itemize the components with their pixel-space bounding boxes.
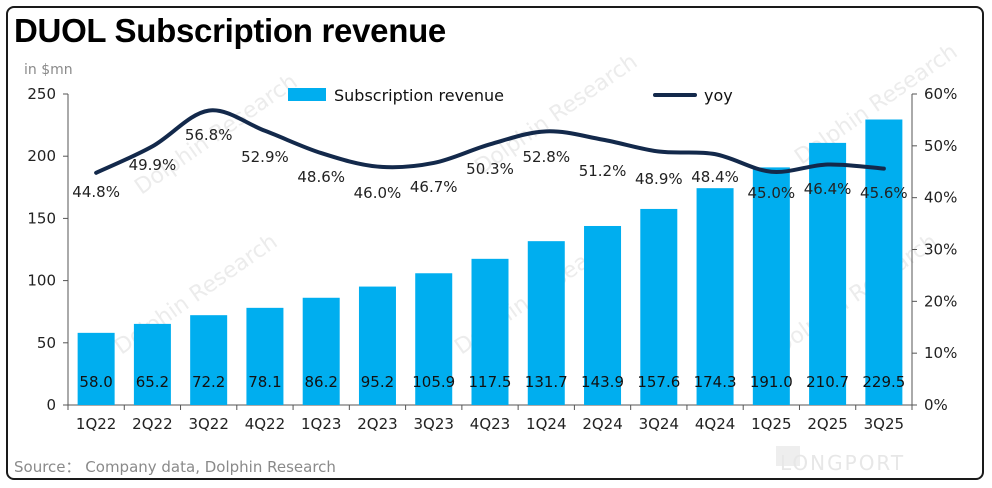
bar-value-label: 174.3 [694, 373, 737, 391]
chart-title: DUOL Subscription revenue [14, 12, 446, 49]
yoy-value-label: 46.7% [410, 178, 458, 196]
x-tick-label: 3Q23 [414, 415, 454, 433]
yoy-value-label: 46.4% [804, 180, 852, 198]
y-tick-label: 150 [27, 209, 56, 227]
bar-value-label: 78.1 [248, 373, 281, 391]
bar-value-label: 143.9 [581, 373, 624, 391]
x-tick-label: 3Q25 [864, 415, 904, 433]
x-tick-label: 2Q24 [582, 415, 622, 433]
x-tick-label: 1Q23 [301, 415, 341, 433]
bar-value-label: 191.0 [750, 373, 793, 391]
y-tick-label: 0 [46, 396, 56, 414]
bar-value-label: 72.2 [192, 373, 225, 391]
bar [696, 188, 734, 405]
bar-value-label: 65.2 [136, 373, 169, 391]
bar [358, 286, 396, 405]
x-tick-label: 2Q22 [132, 415, 172, 433]
x-tick-label: 2Q25 [807, 415, 847, 433]
bar [527, 241, 565, 405]
y2-tick-label: 30% [924, 241, 957, 259]
bar [752, 167, 790, 405]
bar-value-label: 131.7 [525, 373, 568, 391]
watermark-text: Dolphin Research [770, 229, 942, 360]
bar-value-label: 95.2 [361, 373, 394, 391]
bar [809, 142, 847, 405]
x-tick-label: 2Q23 [357, 415, 397, 433]
legend-bar-label: Subscription revenue [334, 86, 504, 105]
y-tick-label: 50 [37, 334, 56, 352]
y-tick-label: 200 [27, 147, 56, 165]
x-tick-label: 4Q22 [245, 415, 285, 433]
x-tick-label: 3Q24 [639, 415, 679, 433]
yoy-value-label: 46.0% [354, 184, 402, 202]
y-tick-label: 250 [27, 85, 56, 103]
yoy-value-label: 51.2% [579, 162, 627, 180]
bar [190, 315, 228, 405]
y2-tick-label: 60% [924, 85, 957, 103]
bar-value-label: 210.7 [806, 373, 849, 391]
bar [415, 273, 453, 405]
brand-wordmark: LONGPORT [780, 451, 906, 475]
y2-tick-label: 20% [924, 292, 957, 310]
bar-value-label: 86.2 [304, 373, 337, 391]
yoy-value-label: 45.6% [860, 184, 908, 202]
x-tick-label: 4Q24 [695, 415, 735, 433]
x-tick-label: 1Q24 [526, 415, 566, 433]
x-tick-label: 1Q22 [76, 415, 116, 433]
y2-tick-label: 10% [924, 344, 957, 362]
bar-value-label: 229.5 [862, 373, 905, 391]
legend-line-label: yoy [704, 86, 733, 105]
yoy-value-label: 52.8% [522, 148, 570, 166]
bar-value-label: 58.0 [79, 373, 112, 391]
y2-tick-label: 0% [924, 396, 948, 414]
bar [246, 307, 284, 405]
bar [77, 332, 115, 405]
yoy-value-label: 52.9% [241, 148, 289, 166]
bar [640, 208, 678, 405]
yoy-value-label: 45.0% [748, 184, 796, 202]
yoy-value-label: 56.8% [185, 126, 233, 144]
legend-bar-swatch [288, 88, 326, 101]
yoy-value-label: 44.8% [72, 183, 120, 201]
yoy-value-label: 49.9% [129, 156, 177, 174]
brand-logo-icon [776, 446, 832, 470]
y-tick-label: 100 [27, 272, 56, 290]
bar [133, 323, 171, 405]
bar-value-label: 117.5 [469, 373, 512, 391]
bar [584, 225, 622, 405]
y2-tick-label: 50% [924, 137, 957, 155]
x-tick-label: 3Q22 [188, 415, 228, 433]
yoy-value-label: 50.3% [466, 160, 514, 178]
bar [302, 297, 340, 405]
source-note: Source： Company data, Dolphin Research [14, 458, 336, 476]
bar-value-label: 157.6 [637, 373, 680, 391]
yoy-line [94, 108, 886, 175]
yoy-value-label: 48.6% [297, 168, 345, 186]
bar-value-label: 105.9 [412, 373, 455, 391]
unit-label: in $mn [24, 62, 73, 78]
y2-tick-label: 40% [924, 189, 957, 207]
x-tick-label: 4Q23 [470, 415, 510, 433]
yoy-value-label: 48.9% [635, 170, 683, 188]
x-tick-label: 1Q25 [751, 415, 791, 433]
yoy-value-label: 48.4% [691, 168, 739, 186]
bar [865, 119, 903, 405]
bar [471, 258, 509, 405]
